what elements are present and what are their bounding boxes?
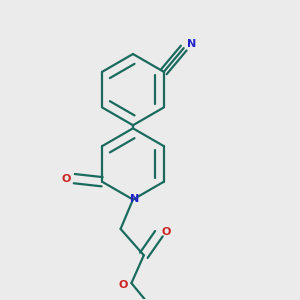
Text: O: O bbox=[61, 174, 71, 184]
Text: O: O bbox=[161, 227, 170, 237]
Text: N: N bbox=[187, 39, 196, 50]
Text: O: O bbox=[119, 280, 128, 290]
Text: N: N bbox=[130, 194, 139, 204]
